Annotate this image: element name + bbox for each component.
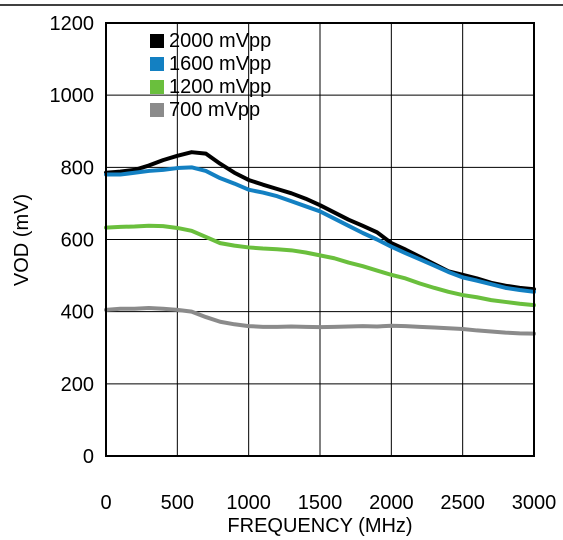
legend-swatch-2000-mvpp [150,34,164,48]
plot-frame [105,22,535,457]
y-tick-label-600: 600 [61,230,94,252]
x-tick-label-0: 0 [100,492,111,514]
legend-label-700-mvpp: 700 mVpp [169,99,260,121]
series-line-1200-mvpp [104,223,536,308]
x-tick-label-2000: 2000 [369,492,414,514]
legend-label-2000-mvpp: 2000 mVpp [169,30,271,52]
legend-swatch-1600-mvpp [150,57,164,71]
legend-swatch-1200-mvpp [150,80,164,94]
series-line-1600-mvpp [104,165,536,294]
legend-swatch-700-mvpp [150,103,164,117]
series-line-700-mvpp [104,306,536,336]
y-tick-label-800: 800 [61,157,94,179]
y-tick-label-1000: 1000 [50,85,95,107]
x-tick-label-1500: 1500 [298,492,343,514]
y-tick-label-400: 400 [61,302,94,324]
x-tick-label-500: 500 [161,492,194,514]
y-tick-label-1200: 1200 [50,13,95,35]
y-axis-title: VOD (mV) [11,194,33,286]
legend-label-1200-mvpp: 1200 mVpp [169,76,271,98]
legend-label-1600-mvpp: 1600 mVpp [169,53,271,75]
series-lines [104,150,536,336]
series-line-2000-mvpp [104,150,536,292]
x-axis-title: FREQUENCY (MHz) [227,515,412,537]
x-axis-ticks: 0 500 1000 1500 2000 2500 3000 [100,492,556,514]
y-tick-label-200: 200 [61,374,94,396]
x-tick-label-2500: 2500 [440,492,485,514]
y-tick-label-0: 0 [83,446,94,468]
x-tick-label-1000: 1000 [226,492,271,514]
x-tick-label-3000: 3000 [512,492,557,514]
y-axis-ticks: 0 200 400 600 800 1000 1200 [50,13,95,468]
